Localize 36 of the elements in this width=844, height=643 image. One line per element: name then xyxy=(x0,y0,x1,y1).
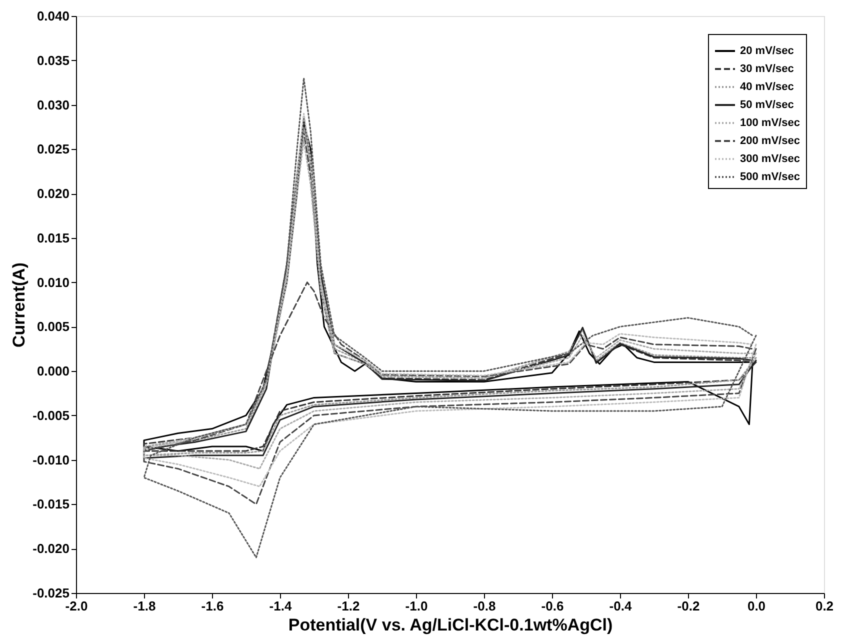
x-tick-label: -1.4 xyxy=(269,598,292,614)
x-tick-label: -0.8 xyxy=(473,598,496,614)
y-tick-label: 0.015 xyxy=(36,230,70,246)
y-tick-label: -0.015 xyxy=(32,496,70,512)
x-tick-label: -1.6 xyxy=(201,598,224,614)
y-tick-label: 0.010 xyxy=(36,274,70,290)
legend-label: 300 mV/sec xyxy=(740,153,800,165)
y-tick-label: -0.025 xyxy=(32,586,70,600)
legend-label: 500 mV/sec xyxy=(740,171,800,183)
y-tick-label: 0.005 xyxy=(36,319,70,334)
legend-label: 30 mV/sec xyxy=(740,63,794,75)
legend-label: 100 mV/sec xyxy=(740,117,800,129)
y-axis-title: Current(A) xyxy=(10,262,29,348)
legend-label: 50 mV/sec xyxy=(740,99,794,111)
y-tick-label: -0.020 xyxy=(32,541,70,556)
y-tick-label: 0.000 xyxy=(36,364,70,379)
x-tick-label: -0.2 xyxy=(677,598,700,614)
x-tick-label: -0.6 xyxy=(541,598,564,614)
legend-label: 200 mV/sec xyxy=(740,135,800,147)
y-tick-label: 0.020 xyxy=(36,186,70,202)
y-tick-label: -0.005 xyxy=(32,408,70,423)
x-axis-title: Potential(V vs. Ag/LiCl-KCl-0.1wt%AgCl) xyxy=(288,616,613,634)
x-tick-label: -0.4 xyxy=(609,598,632,614)
x-tick-label: -1.0 xyxy=(405,598,428,614)
legend-label: 20 mV/sec xyxy=(740,45,794,57)
y-tick-label: 0.040 xyxy=(36,8,70,24)
y-tick-label: 0.035 xyxy=(36,52,70,68)
x-tick-label: 0.2 xyxy=(815,598,834,614)
x-tick-label: 0.0 xyxy=(747,598,766,614)
x-tick-label: -1.8 xyxy=(133,598,156,614)
x-tick-label: -1.2 xyxy=(337,598,360,614)
x-tick-label: -2.0 xyxy=(65,598,88,614)
y-tick-label: 0.030 xyxy=(36,97,70,112)
legend-label: 40 mV/sec xyxy=(740,81,794,93)
y-tick-label: 0.025 xyxy=(36,142,70,157)
y-tick-label: -0.010 xyxy=(32,452,70,468)
